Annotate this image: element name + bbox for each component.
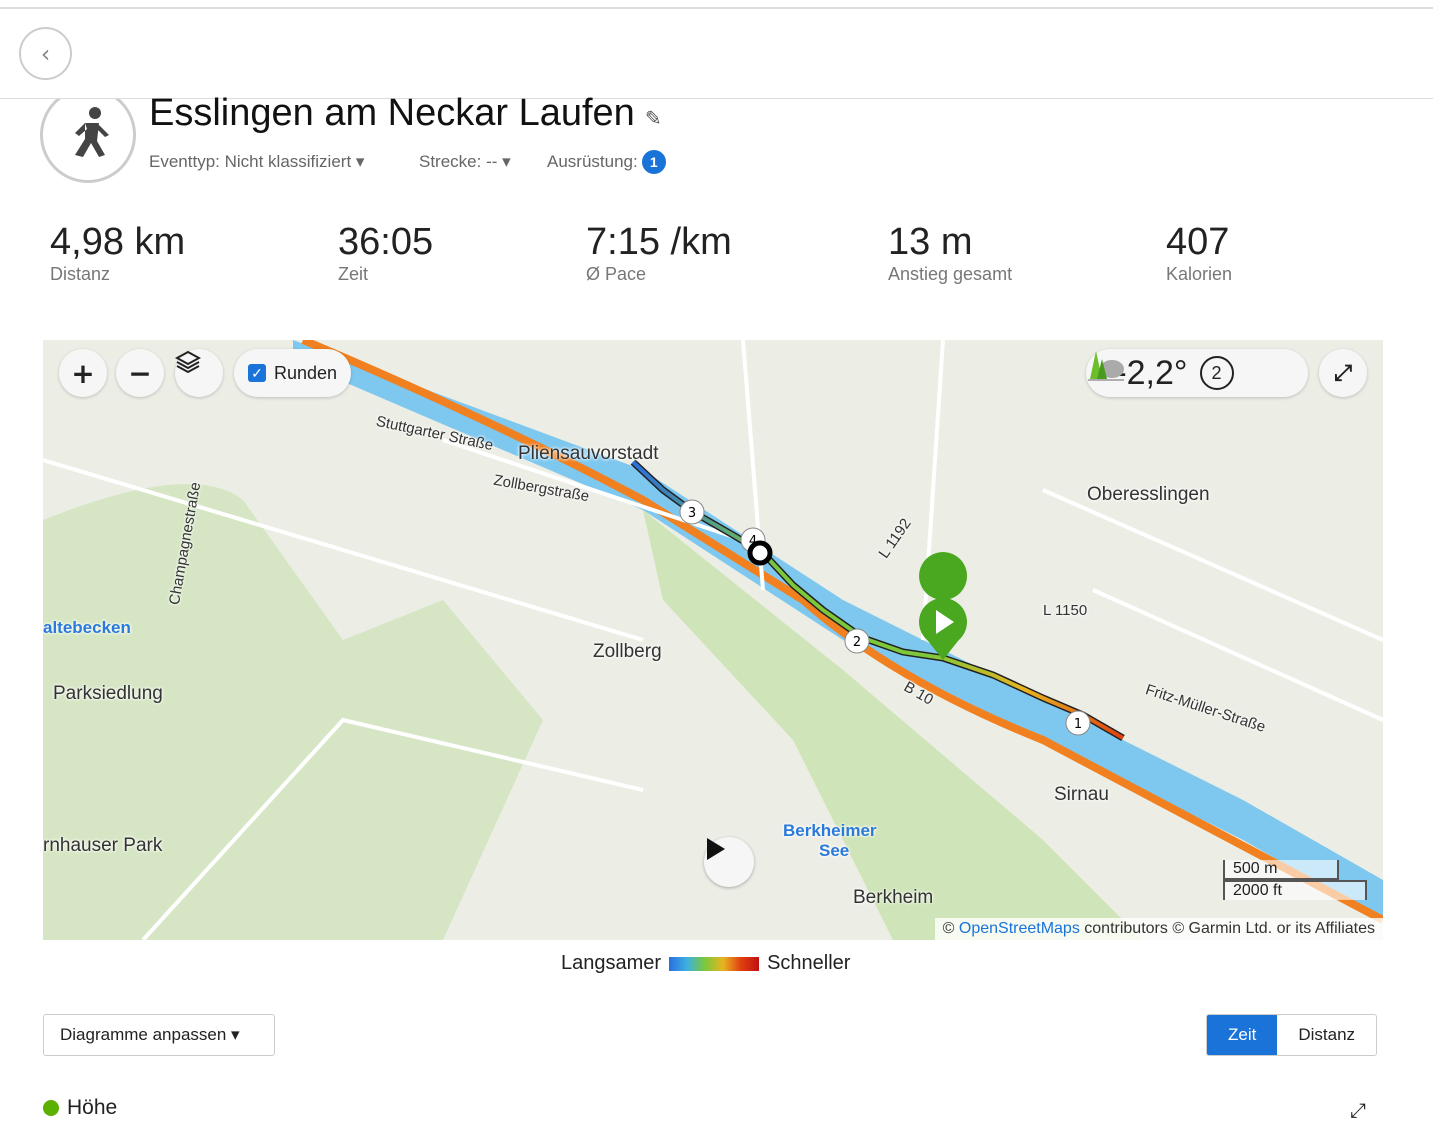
stat-label: Anstieg gesamt: [888, 264, 1013, 284]
lap-marker-2[interactable]: [844, 628, 870, 654]
stat-calories: 407 Kalorien: [1166, 220, 1232, 285]
map-attribution: © OpenStreetMaps contributors © Garmin L…: [934, 918, 1383, 940]
layers-button[interactable]: [175, 349, 223, 397]
checkbox-checked-icon[interactable]: ✓: [248, 364, 266, 382]
lap-count: 2: [1199, 356, 1234, 390]
header-divider: [0, 98, 1433, 99]
map-label: Berkheimer: [783, 821, 877, 840]
expand-chart-icon[interactable]: ⤢: [1350, 1098, 1366, 1122]
axis-toggle: Zeit Distanz: [1206, 1014, 1378, 1056]
osm-link[interactable]: OpenStreetMaps: [958, 920, 1080, 937]
stat-distance: 4,98 km Distanz: [50, 220, 185, 285]
playback-button[interactable]: [704, 837, 754, 887]
caret-down-icon: ▾: [355, 152, 365, 171]
pace-gradient: [669, 956, 760, 971]
equipment[interactable]: Ausrüstung: 1: [547, 150, 666, 174]
lap-marker-1-label: 1: [1074, 717, 1082, 732]
map-label: Berkheim: [853, 887, 934, 908]
weather-widget[interactable]: ‹ -2,2° 2: [1086, 349, 1308, 397]
caret-down-icon: ▾: [502, 152, 511, 171]
laps-label: Runden: [274, 362, 338, 383]
customize-charts-dropdown[interactable]: Diagramme anpassen ▾: [43, 1014, 275, 1056]
equipment-count-badge[interactable]: 1: [641, 150, 666, 174]
lap-marker-2-label: 2: [853, 635, 861, 650]
attribution-text: contributors © Garmin Ltd. or its Affili…: [1084, 920, 1375, 937]
map-label: L 1150: [1043, 602, 1088, 619]
scale-bar: 500 m 2000 ft: [1223, 860, 1367, 900]
temperature: -2,2°: [1115, 353, 1188, 392]
legend-faster: Schneller: [767, 952, 851, 974]
eventtype-label: Eventtyp: Nicht klassifiziert: [149, 152, 352, 171]
map-label: See: [819, 841, 850, 860]
stat-label: Kalorien: [1166, 264, 1233, 284]
map-label: rnhauser Park: [43, 835, 163, 856]
attribution-prefix: ©: [942, 920, 955, 937]
pencil-icon[interactable]: ✎: [644, 108, 662, 130]
stat-value: 13 m: [888, 221, 973, 263]
fullscreen-button[interactable]: ⤢: [1319, 349, 1367, 397]
lap-marker-3-label: 3: [688, 506, 696, 521]
map-label: Oberesslingen: [1087, 484, 1210, 505]
finish-marker[interactable]: [747, 540, 773, 566]
plus-icon: +: [71, 356, 95, 390]
map-label: Zollberg: [593, 641, 662, 662]
elevation-chart-header: Höhe: [43, 1096, 117, 1120]
highway-b10: [301, 340, 1383, 924]
stat-pace: 7:15 /km Ø Pace: [586, 220, 732, 285]
laps-toggle[interactable]: ✓ Runden: [234, 349, 352, 397]
scale-metric: 500 m: [1223, 860, 1339, 880]
lap-marker-1[interactable]: [1065, 710, 1091, 736]
chevron-left-icon: ‹: [40, 39, 51, 68]
legend-slower: Langsamer: [561, 952, 662, 974]
forest-area: [643, 510, 1143, 940]
green-area: [43, 484, 543, 940]
elevation-title: Höhe: [67, 1096, 118, 1119]
back-button[interactable]: ‹: [19, 27, 72, 80]
stat-label: Distanz: [50, 264, 111, 284]
equipment-label: Ausrüstung:: [547, 152, 638, 171]
activity-title-text: Esslingen am Neckar Laufen: [149, 92, 635, 134]
scale-imperial: 2000 ft: [1223, 880, 1367, 900]
map-canvas: 1 2 3 4: [43, 340, 1383, 940]
map-label: Sirnau: [1054, 784, 1109, 805]
caret-down-icon: ▾: [231, 1025, 240, 1044]
expand-icon: ⤢: [1334, 360, 1352, 386]
play-icon: [936, 610, 954, 634]
roads: [43, 340, 1383, 940]
stat-elevation: 13 m Anstieg gesamt: [888, 220, 1012, 285]
customize-label: Diagramme anpassen: [60, 1025, 227, 1044]
stat-time: 36:05 Zeit: [338, 220, 433, 285]
lap-marker-3[interactable]: [679, 499, 705, 525]
lap-marker-4-label: 4: [749, 534, 757, 549]
activity-type-avatar: [40, 99, 136, 183]
stat-value: 36:05: [338, 221, 434, 263]
stat-label: Zeit: [338, 264, 369, 284]
trees-cloud-icon: [1088, 351, 1124, 381]
strecke-label: Strecke: --: [419, 152, 498, 171]
stat-value: 7:15 /km: [586, 221, 732, 263]
running-icon: [75, 107, 109, 157]
map-label: Parksiedlung: [53, 683, 163, 704]
pace-legend: Langsamer Schneller: [561, 952, 850, 975]
layers-icon: [175, 350, 201, 374]
zoom-out-button[interactable]: −: [116, 349, 164, 397]
eventtype-dropdown[interactable]: Eventtyp: Nicht klassifiziert ▾: [149, 152, 364, 172]
distance-tab[interactable]: Distanz: [1298, 1025, 1356, 1044]
stat-label: Ø Pace: [586, 264, 647, 284]
series-dot: [43, 1100, 59, 1116]
strecke-dropdown[interactable]: Strecke: -- ▾: [419, 152, 511, 172]
map-label: Pliensauvorstadt: [518, 443, 659, 464]
activity-title: Esslingen am Neckar Laufen ✎: [149, 92, 662, 135]
stat-value: 407: [1166, 221, 1230, 263]
zoom-in-button[interactable]: +: [59, 349, 107, 397]
time-tab[interactable]: Zeit: [1207, 1015, 1278, 1055]
minus-icon: −: [128, 356, 152, 390]
map-label: altebecken: [43, 618, 131, 637]
play-icon: [707, 838, 725, 860]
activity-map[interactable]: 1 2 3 4 Pliensauvorstadt Oberesslingen Z…: [43, 340, 1383, 940]
top-border: [0, 7, 1433, 9]
stat-value: 4,98 km: [50, 221, 186, 263]
